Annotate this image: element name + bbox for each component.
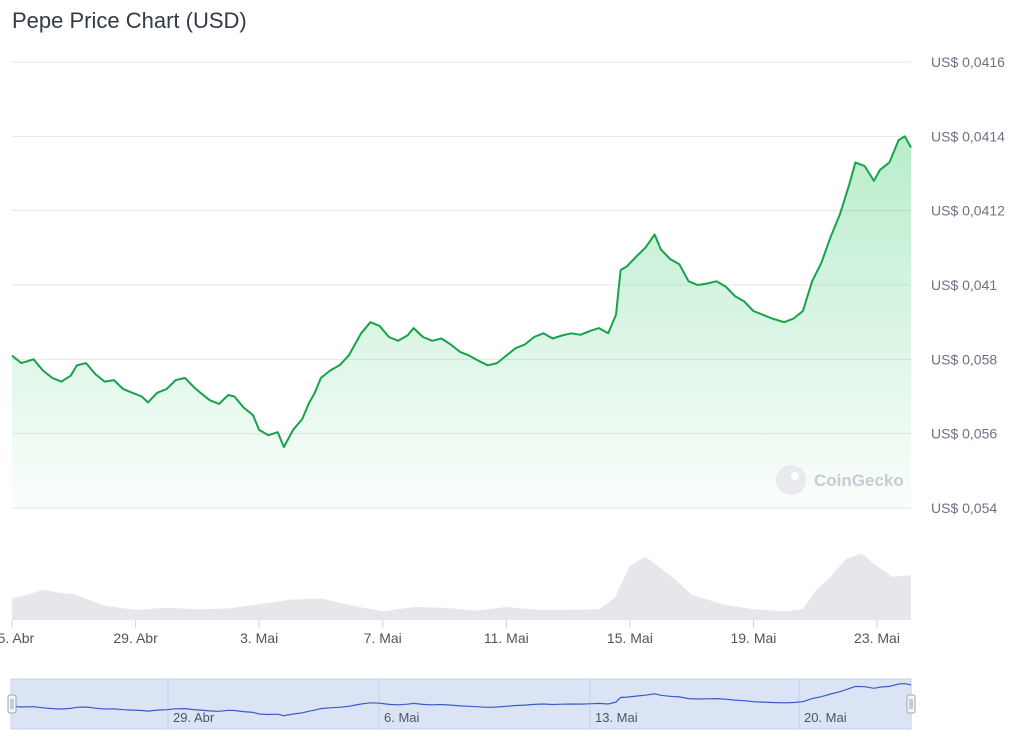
navigator-right-handle[interactable] xyxy=(906,694,916,714)
y-tick-label: US$ 0,041 xyxy=(931,277,997,293)
watermark-text: CoinGecko xyxy=(814,471,904,490)
y-tick-label: US$ 0,0414 xyxy=(931,128,1005,144)
x-tick-label: 3. Mai xyxy=(240,630,278,646)
x-tick-label: 29. Abr xyxy=(113,630,158,646)
navigator-tick-label: 6. Mai xyxy=(384,710,420,725)
price-area-fill xyxy=(12,136,911,509)
navigator-series xyxy=(11,683,912,717)
navigator-tick-label: 29. Abr xyxy=(173,710,215,725)
x-tick-label: 25. Abr xyxy=(0,630,35,646)
x-tick-label: 23. Mai xyxy=(854,630,900,646)
navigator-series-line xyxy=(11,683,912,717)
coingecko-logo-eye-icon xyxy=(791,472,799,480)
y-tick-label: US$ 0,058 xyxy=(931,351,997,367)
x-tick-label: 11. Mai xyxy=(484,630,529,646)
x-tick-label: 15. Mai xyxy=(607,630,653,646)
y-tick-label: US$ 0,054 xyxy=(931,500,997,516)
navigator-window[interactable] xyxy=(10,678,912,730)
chart-title: Pepe Price Chart (USD) xyxy=(12,8,247,33)
price-series-line xyxy=(11,135,912,448)
y-axis: US$ 0,0416 US$ 0,0414 US$ 0,0412 US$ 0,041 U… xyxy=(931,54,1005,516)
volume-series xyxy=(12,553,911,620)
coingecko-watermark: CoinGecko xyxy=(776,465,904,495)
x-tick-label: 7. Mai xyxy=(364,630,402,646)
navigator-tick-label: 13. Mai xyxy=(595,710,638,725)
price-area xyxy=(12,136,911,509)
y-tick-label: US$ 0,056 xyxy=(931,426,997,442)
navigator-axis: 29. Abr 6. Mai 13. Mai 20. Mai xyxy=(173,710,847,725)
navigator[interactable]: 29. Abr 6. Mai 13. Mai 20. Mai xyxy=(7,678,916,730)
navigator-left-handle[interactable] xyxy=(7,694,17,714)
x-tick-label: 19. Mai xyxy=(730,630,776,646)
y-tick-label: US$ 0,0412 xyxy=(931,203,1005,219)
price-line xyxy=(11,135,912,448)
volume-area xyxy=(12,553,911,620)
y-tick-label: US$ 0,0416 xyxy=(931,54,1005,70)
coingecko-logo-icon xyxy=(776,465,806,495)
x-axis: 25. Abr 29. Abr 3. Mai 7. Mai 11. Mai 15. Mai… xyxy=(0,620,900,646)
navigator-tick-label: 20. Mai xyxy=(804,710,847,725)
